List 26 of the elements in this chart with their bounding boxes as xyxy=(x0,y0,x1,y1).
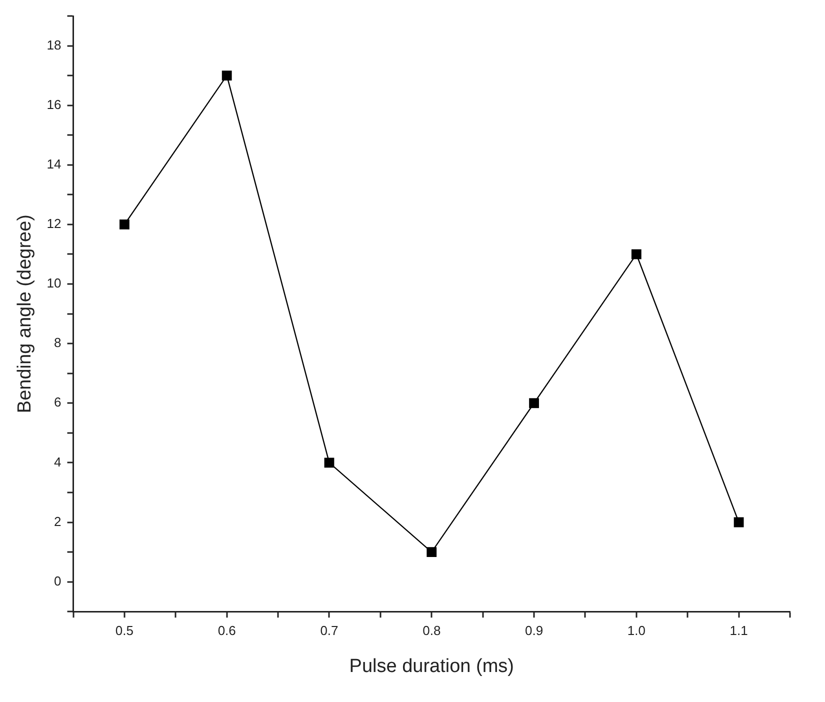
y-tick-label: 16 xyxy=(46,96,62,112)
y-tick-label: 6 xyxy=(54,394,62,410)
y-tick-label: 0 xyxy=(54,573,62,588)
point xyxy=(324,458,334,468)
x-tick-label: 0.6 xyxy=(218,622,236,638)
x-tick-label: 0.5 xyxy=(115,622,134,638)
y-tick-label: 8 xyxy=(54,335,62,350)
x-tick-label: 1.0 xyxy=(627,622,646,638)
x-tick-label: 0.9 xyxy=(524,622,544,638)
x-tick-label: 1.1 xyxy=(730,622,748,638)
point xyxy=(734,517,744,528)
x-axis-title: Pulse duration (ms) xyxy=(349,656,514,677)
x-tick-label: 0.7 xyxy=(320,622,338,638)
y-tick-label: 4 xyxy=(54,454,62,470)
y-tick-label: 18 xyxy=(46,37,62,52)
y-tick-label: 12 xyxy=(46,216,62,232)
x-tick-label: 0.8 xyxy=(422,622,441,638)
point xyxy=(222,70,232,81)
point xyxy=(120,220,130,230)
point xyxy=(426,547,437,557)
point xyxy=(529,398,539,408)
point xyxy=(631,249,642,260)
y-axis-title: Bending angle (degree) xyxy=(14,214,36,414)
y-tick-label: 10 xyxy=(46,276,62,291)
y-tick-label: 14 xyxy=(46,156,62,172)
y-tick-label: 2 xyxy=(54,514,62,529)
